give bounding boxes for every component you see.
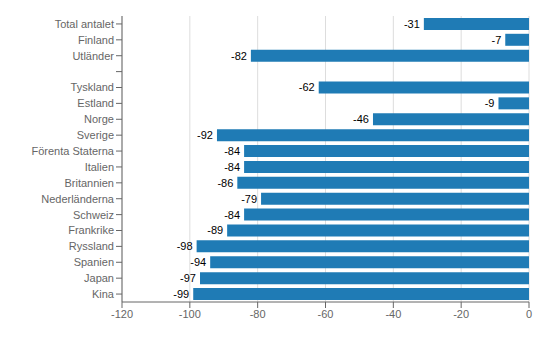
svg-text:-9: -9	[485, 97, 495, 109]
svg-text:Förenta Staterna: Förenta Staterna	[31, 145, 114, 157]
svg-text:-79: -79	[241, 193, 257, 205]
svg-text:Kina: Kina	[92, 288, 115, 300]
svg-text:-46: -46	[353, 113, 369, 125]
svg-text:Estland: Estland	[77, 97, 114, 109]
svg-text:-60: -60	[318, 308, 334, 320]
svg-text:Utländer: Utländer	[72, 50, 114, 62]
svg-text:Finland: Finland	[78, 34, 114, 46]
svg-text:Schweiz: Schweiz	[73, 209, 114, 221]
svg-text:Britannien: Britannien	[64, 177, 114, 189]
svg-text:Spanien: Spanien	[74, 256, 114, 268]
svg-text:-86: -86	[217, 177, 233, 189]
svg-text:0: 0	[526, 308, 532, 320]
svg-text:Total antalet: Total antalet	[55, 18, 114, 30]
svg-text:-92: -92	[197, 129, 213, 141]
svg-text:Japan: Japan	[84, 272, 114, 284]
svg-text:-40: -40	[385, 308, 401, 320]
svg-text:-31: -31	[404, 18, 420, 30]
svg-text:-89: -89	[207, 224, 223, 236]
svg-text:-94: -94	[190, 256, 206, 268]
svg-text:-20: -20	[453, 308, 469, 320]
svg-text:-98: -98	[177, 240, 193, 252]
svg-text:-100: -100	[179, 308, 201, 320]
svg-text:-84: -84	[224, 209, 240, 221]
svg-text:-84: -84	[224, 145, 240, 157]
svg-text:-82: -82	[231, 50, 247, 62]
svg-text:Frankrike: Frankrike	[68, 224, 114, 236]
svg-text:-7: -7	[491, 34, 501, 46]
svg-text:-80: -80	[250, 308, 266, 320]
svg-text:-120: -120	[111, 308, 133, 320]
svg-text:Tyskland: Tyskland	[71, 81, 114, 93]
svg-text:Nederländerna: Nederländerna	[41, 193, 115, 205]
svg-text:Ryssland: Ryssland	[69, 240, 114, 252]
svg-text:Italien: Italien	[85, 161, 114, 173]
svg-text:-62: -62	[299, 81, 315, 93]
svg-text:-97: -97	[180, 272, 196, 284]
svg-text:-99: -99	[173, 288, 189, 300]
svg-text:Sverige: Sverige	[77, 129, 114, 141]
svg-text:Norge: Norge	[84, 113, 114, 125]
svg-text:-84: -84	[224, 161, 240, 173]
